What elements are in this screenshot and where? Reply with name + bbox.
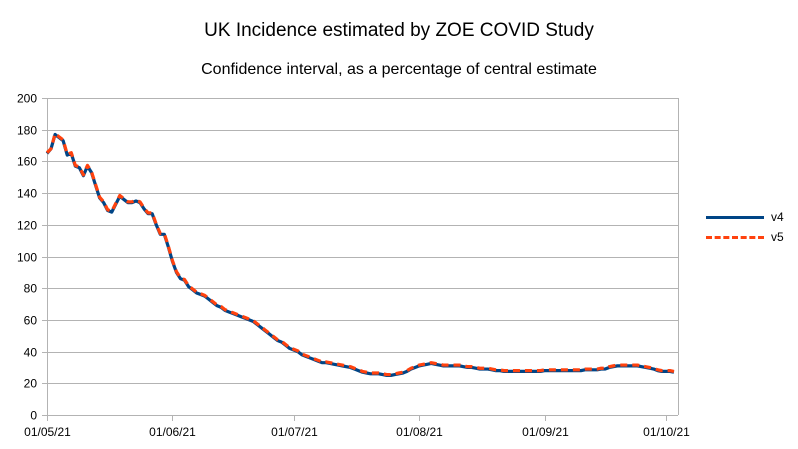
legend-swatch-v5 — [706, 235, 764, 239]
y-tick-label: 100 — [17, 251, 37, 265]
chart-legend: v4 v5 — [706, 207, 784, 247]
legend-swatch-v4 — [706, 215, 764, 219]
y-tick-label: 180 — [17, 124, 37, 138]
y-tick-label: 60 — [24, 314, 38, 328]
y-tick-label: 200 — [17, 92, 37, 106]
x-tick-label: 01/05/21 — [24, 425, 71, 439]
chart-subtitle: Confidence interval, as a percentage of … — [201, 61, 597, 78]
y-tick-label: 160 — [17, 155, 37, 169]
y-tick-label: 40 — [24, 346, 38, 360]
legend-label-v5: v5 — [771, 230, 784, 244]
series-line-v5 — [45, 132, 675, 377]
y-tick-label: 140 — [17, 187, 37, 201]
y-tick-label: 0 — [30, 409, 37, 423]
x-tick-label: 01/09/21 — [522, 425, 569, 439]
legend-item-v4: v4 — [706, 207, 784, 227]
x-tick-label: 01/06/21 — [149, 425, 196, 439]
legend-label-v4: v4 — [771, 210, 784, 224]
series-line-v4 — [45, 132, 675, 377]
x-tick-label: 01/08/21 — [396, 425, 443, 439]
y-tick-label: 120 — [17, 219, 37, 233]
chart-title: UK Incidence estimated by ZOE COVID Stud… — [204, 20, 594, 41]
y-tick-label: 80 — [24, 282, 38, 296]
legend-item-v5: v5 — [706, 227, 784, 247]
x-tick-label: 01/07/21 — [271, 425, 318, 439]
y-tick-label: 20 — [24, 377, 38, 391]
x-tick-label: 01/10/21 — [643, 425, 690, 439]
